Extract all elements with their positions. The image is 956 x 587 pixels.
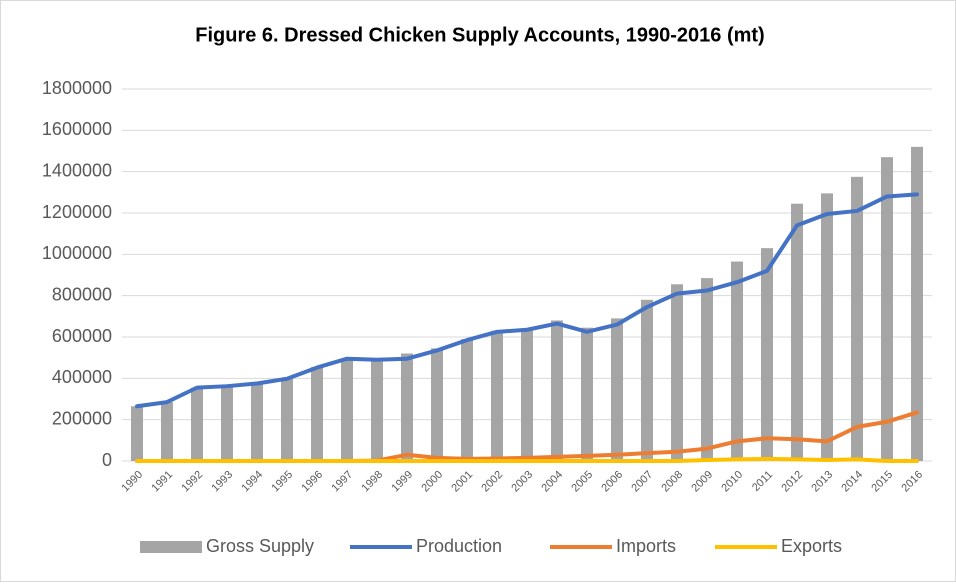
chart-title: Figure 6. Dressed Chicken Supply Account… bbox=[195, 24, 764, 46]
legend-label: Exports bbox=[781, 536, 842, 556]
bar bbox=[401, 353, 413, 461]
bar bbox=[131, 406, 143, 461]
bar bbox=[851, 176, 863, 462]
bar bbox=[581, 327, 593, 461]
bar bbox=[731, 261, 743, 461]
bar bbox=[881, 157, 893, 461]
bar bbox=[281, 378, 293, 461]
y-tick-label: 200000 bbox=[52, 408, 112, 428]
bar bbox=[671, 284, 683, 461]
y-tick-label: 600000 bbox=[52, 326, 112, 346]
bar bbox=[761, 248, 773, 461]
y-tick-label: 1600000 bbox=[42, 119, 112, 139]
bar bbox=[911, 146, 923, 461]
legend-swatch bbox=[140, 541, 202, 553]
bar bbox=[251, 383, 263, 461]
line bbox=[135, 456, 919, 463]
legend-label: Production bbox=[416, 536, 502, 556]
y-tick-label: 1200000 bbox=[42, 202, 112, 222]
bar bbox=[431, 348, 443, 461]
bar bbox=[191, 387, 203, 461]
bar bbox=[341, 358, 353, 461]
bar bbox=[461, 339, 473, 461]
legend-label: Imports bbox=[616, 536, 676, 556]
bar bbox=[701, 278, 713, 461]
bar bbox=[791, 203, 803, 461]
y-tick-label: 1400000 bbox=[42, 160, 112, 180]
y-tick-label: 1000000 bbox=[42, 243, 112, 263]
y-tick-label: 400000 bbox=[52, 367, 112, 387]
bar bbox=[491, 330, 503, 461]
y-tick-label: 800000 bbox=[52, 284, 112, 304]
y-tick-label: 0 bbox=[102, 450, 112, 470]
bar bbox=[221, 385, 233, 461]
legend-label: Gross Supply bbox=[206, 536, 314, 556]
bar bbox=[821, 193, 833, 461]
y-tick-label: 1800000 bbox=[42, 78, 112, 98]
bar bbox=[521, 328, 533, 461]
line bbox=[135, 192, 919, 409]
bar bbox=[371, 358, 383, 461]
bar bbox=[311, 366, 323, 461]
bar bbox=[611, 318, 623, 461]
bar bbox=[551, 320, 563, 461]
bar bbox=[641, 299, 653, 461]
bar bbox=[161, 402, 173, 461]
